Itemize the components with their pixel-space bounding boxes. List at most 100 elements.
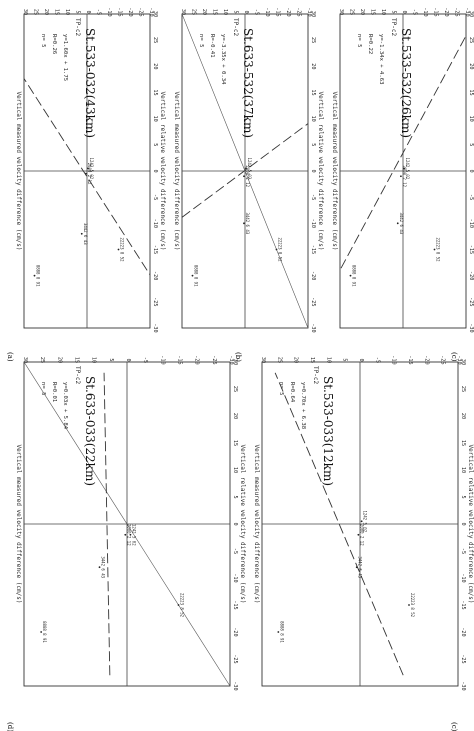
x-tick-label: 20 — [232, 413, 238, 419]
fit-stats-line: n= 5 — [356, 34, 362, 47]
y-tick-label: 10 — [91, 357, 97, 363]
fit-stats-line: y=-3.35x + 0.34 — [220, 34, 226, 85]
station-tag: TP-c2 — [312, 366, 319, 384]
panel-e: -30-25-20-15-10-5051015202530-30-25-20-1… — [253, 355, 474, 731]
data-point — [433, 248, 436, 251]
data-point — [87, 167, 89, 170]
data-point-label: 8888 8 91 — [42, 621, 47, 643]
x-tick-label: 15 — [460, 440, 466, 446]
data-point-label: 22223 8 52 — [120, 237, 125, 262]
panel-a: -30-25-20-15-10-5051015202530-30-25-20-1… — [6, 7, 166, 362]
x-tick-label: 30 — [152, 11, 158, 17]
station-tag: TP-c2 — [390, 18, 397, 36]
y-tick-label: 5 — [108, 358, 114, 361]
y-tick-label: 5 — [75, 10, 81, 13]
y-tick-label: -25 — [211, 355, 217, 364]
y-axis-label: Vertical measured velocity difference (c… — [15, 92, 22, 251]
data-point — [403, 167, 405, 170]
data-point — [408, 604, 410, 606]
fit-stats-line: n= 5 — [198, 34, 204, 47]
x-tick-label: 10 — [460, 467, 466, 473]
y-tick-label: 20 — [293, 357, 299, 363]
x-tick-label: -20 — [310, 271, 316, 280]
x-tick-label: -10 — [468, 219, 474, 228]
y-axis-label: Vertical measured velocity difference (c… — [331, 92, 338, 251]
fit-stats-line: n= 5 — [40, 382, 46, 395]
fit-stats-line: y=1.60x + 1.75 — [62, 34, 68, 81]
y-axis-label: Vertical measured velocity difference (c… — [173, 92, 180, 251]
y-tick-label: 10 — [64, 9, 70, 15]
x-tick-label: 20 — [310, 63, 316, 69]
data-point — [245, 167, 247, 170]
y-tick-label: 30 — [260, 357, 266, 363]
data-point-label: 22223 8 52 — [278, 237, 283, 262]
fit-stats-line: y=-1.34x + 4.63 — [378, 34, 384, 85]
x-tick-label: 15 — [468, 89, 474, 95]
y-tick-label: -20 — [127, 7, 133, 16]
y-tick-label: -20 — [443, 7, 449, 16]
y-axis-label: Vertical measured velocity difference (c… — [253, 445, 260, 604]
data-point — [349, 274, 352, 277]
data-point-label: 3442 6 43 — [245, 212, 250, 234]
x-tick-label: 0 — [232, 522, 238, 525]
data-point — [33, 274, 36, 277]
data-point-label: 2000 2 12 — [87, 163, 92, 185]
x-tick-label: -15 — [232, 600, 238, 609]
y-tick-label: -15 — [177, 355, 183, 364]
panel-letter: (c) — [450, 722, 458, 731]
y-tick-label: 5 — [342, 358, 348, 361]
x-tick-label: 20 — [468, 63, 474, 69]
x-tick-label: -25 — [310, 297, 316, 306]
data-point-label: 8888 8 91 — [279, 621, 284, 643]
x-tick-label: -25 — [468, 297, 474, 306]
x-tick-label: 10 — [232, 467, 238, 473]
y-tick-label: 25 — [39, 357, 45, 363]
y-tick-label: -25 — [296, 7, 302, 16]
data-point-label: 2000 2 12 — [126, 524, 131, 546]
x-tick-label: -10 — [232, 573, 238, 582]
fit-stats-line: R=-0.41 — [209, 34, 215, 58]
x-tick-label: 15 — [152, 89, 158, 95]
x-tick-label: 5 — [232, 495, 238, 498]
x-tick-label: -25 — [232, 654, 238, 663]
y-tick-label: -30 — [148, 7, 154, 16]
data-point — [80, 232, 83, 235]
data-point-label: 22223 8 52 — [410, 593, 415, 618]
panel-c: -30-25-20-15-10-5051015202530-30-25-20-1… — [331, 7, 474, 361]
x-tick-label: 5 — [310, 143, 316, 146]
y-tick-label: -20 — [285, 7, 291, 16]
x-tick-label: 20 — [152, 63, 158, 69]
y-tick-label: -25 — [454, 7, 460, 16]
data-point-label: 8888 8 91 — [36, 265, 41, 287]
chart-title: St.633-532(37km) — [241, 28, 255, 138]
y-tick-label: -25 — [440, 355, 446, 364]
x-tick-label: -5 — [460, 548, 466, 554]
y-tick-label: 0 — [243, 10, 249, 13]
data-point — [243, 222, 245, 225]
x-tick-label: 25 — [232, 386, 238, 392]
y-tick-label: -15 — [433, 7, 439, 16]
x-tick-label: 20 — [460, 413, 466, 419]
x-tick-label: 0 — [152, 169, 158, 172]
y-tick-label: 15 — [212, 9, 218, 15]
x-tick-label: 10 — [310, 116, 316, 122]
x-tick-label: 25 — [152, 37, 158, 43]
data-point — [129, 533, 132, 536]
y-tick-label: 15 — [74, 357, 80, 363]
x-tick-label: 30 — [232, 359, 238, 365]
data-point-label: 1242 5 02 — [131, 524, 136, 546]
y-tick-label: -5 — [374, 357, 380, 363]
y-tick-label: 15 — [370, 9, 376, 15]
fit-stats-line: y=0.03x + 5.84 — [62, 382, 68, 430]
y-tick-label: 10 — [380, 9, 386, 15]
x-tick-label: 10 — [152, 116, 158, 122]
panel-letter: (d) — [6, 722, 14, 731]
y-tick-label: 0 — [401, 10, 407, 13]
y-tick-label: 25 — [349, 9, 355, 15]
x-tick-label: -30 — [152, 323, 158, 332]
y-tick-label: -20 — [423, 355, 429, 364]
x-tick-label: -30 — [310, 323, 316, 332]
x-tick-label: 30 — [310, 11, 316, 17]
x-tick-label: -25 — [460, 654, 466, 663]
